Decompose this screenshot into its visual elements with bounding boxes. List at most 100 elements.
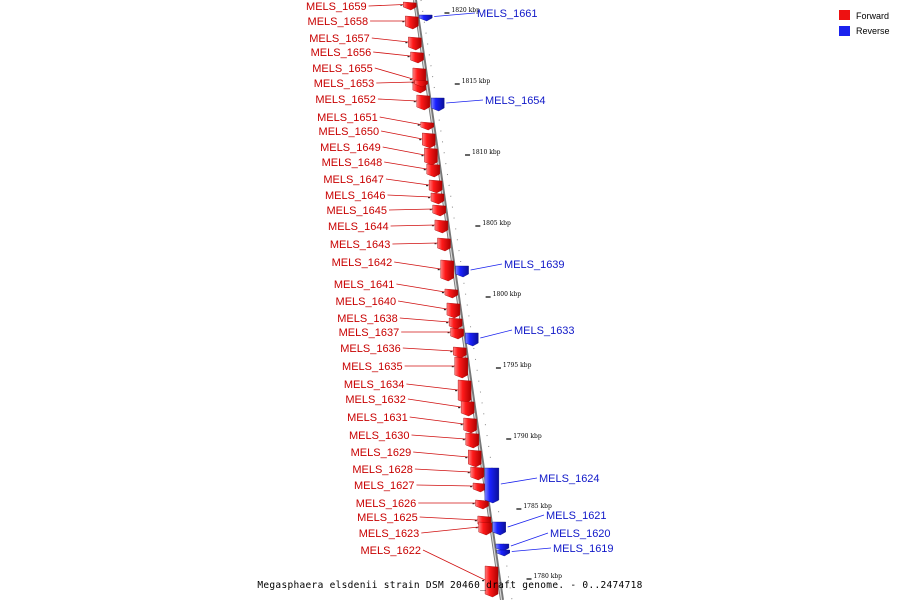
forward-gene-leader — [379, 116, 421, 125]
reverse-gene-block[interactable] — [465, 332, 479, 347]
forward-gene-block[interactable] — [453, 346, 467, 359]
forward-gene-label[interactable]: MELS_1659 — [306, 1, 367, 13]
forward-gene-block[interactable] — [460, 400, 475, 417]
reverse-gene-block[interactable] — [455, 265, 469, 278]
forward-gene-block[interactable] — [432, 204, 446, 217]
forward-gene-label[interactable]: MELS_1642 — [332, 257, 393, 269]
reverse-gene-block[interactable] — [496, 549, 510, 557]
forward-gene-label[interactable]: MELS_1652 — [315, 94, 376, 106]
gene-start-marker — [458, 407, 461, 409]
legend-reverse-label: Reverse — [856, 26, 890, 36]
forward-gene-label[interactable]: MELS_1640 — [336, 296, 397, 308]
reverse-gene-label[interactable]: MELS_1661 — [477, 8, 538, 20]
forward-gene-block[interactable] — [437, 237, 451, 252]
forward-gene-label[interactable]: MELS_1644 — [328, 221, 389, 233]
forward-gene-label[interactable]: MELS_1657 — [309, 33, 370, 45]
reverse-gene-label[interactable]: MELS_1621 — [546, 510, 607, 522]
reverse-gene-label[interactable]: MELS_1620 — [550, 528, 611, 540]
forward-gene-block[interactable] — [465, 432, 479, 449]
forward-gene-label[interactable]: MELS_1656 — [311, 47, 372, 59]
forward-gene-block[interactable] — [463, 417, 477, 434]
forward-gene-block[interactable] — [478, 521, 492, 536]
reverse-gene-label[interactable]: MELS_1639 — [504, 259, 565, 271]
forward-gene-label[interactable]: MELS_1651 — [317, 112, 378, 124]
forward-gene-block[interactable] — [468, 449, 482, 468]
forward-gene-block[interactable] — [475, 499, 489, 510]
forward-gene-block[interactable] — [448, 317, 463, 330]
reverse-gene-block[interactable] — [484, 467, 500, 504]
forward-gene-block[interactable] — [416, 94, 430, 111]
forward-gene-label[interactable]: MELS_1626 — [356, 498, 417, 510]
forward-gene-label[interactable]: MELS_1643 — [330, 239, 391, 251]
forward-gene-block[interactable] — [484, 565, 499, 598]
forward-gene-block[interactable] — [422, 132, 436, 149]
reverse-gene-label[interactable]: MELS_1619 — [553, 543, 614, 555]
tick-label: 1820 kbp — [451, 7, 480, 14]
forward-gene-label[interactable]: MELS_1630 — [349, 430, 410, 442]
forward-gene-leader — [414, 468, 471, 473]
forward-gene-label[interactable]: MELS_1627 — [354, 480, 415, 492]
forward-gene-label[interactable]: MELS_1650 — [319, 126, 380, 138]
reverse-gene-block[interactable] — [418, 14, 433, 22]
gene-start-marker — [400, 4, 403, 6]
forward-gene-label[interactable]: MELS_1645 — [326, 205, 387, 217]
forward-gene-label[interactable]: MELS_1625 — [357, 512, 418, 524]
gene-start-marker — [429, 209, 432, 211]
forward-gene-leader — [419, 516, 478, 521]
reverse-gene-leader — [511, 547, 552, 552]
forward-gene-label[interactable]: MELS_1649 — [320, 142, 381, 154]
forward-gene-label[interactable]: MELS_1641 — [334, 279, 395, 291]
forward-gene-label[interactable]: MELS_1637 — [339, 327, 400, 339]
forward-gene-label[interactable]: MELS_1628 — [352, 464, 413, 476]
reverse-gene-leader — [507, 514, 545, 528]
forward-gene-label[interactable]: MELS_1623 — [359, 528, 420, 540]
reverse-gene-label[interactable]: MELS_1654 — [485, 95, 546, 107]
tick-label: 1815 kbp — [462, 78, 491, 85]
forward-gene-block[interactable] — [405, 15, 419, 30]
forward-gene-label[interactable]: MELS_1634 — [344, 379, 405, 391]
forward-gene-block[interactable] — [450, 327, 464, 340]
forward-gene-block[interactable] — [428, 179, 443, 194]
forward-gene-block[interactable] — [403, 1, 417, 11]
forward-gene-label[interactable]: MELS_1646 — [325, 190, 386, 202]
forward-gene-label[interactable]: MELS_1629 — [351, 447, 412, 459]
gene-start-marker — [460, 424, 463, 426]
gene-start-marker — [402, 21, 405, 23]
forward-gene-block[interactable] — [430, 192, 445, 205]
forward-gene-label[interactable]: MELS_1653 — [314, 78, 375, 90]
forward-gene-block[interactable] — [434, 219, 449, 234]
forward-gene-block[interactable] — [414, 79, 428, 88]
forward-gene-block[interactable] — [420, 121, 434, 131]
reverse-gene-leader — [510, 532, 549, 547]
forward-gene-leader — [398, 300, 447, 310]
forward-gene-label[interactable]: MELS_1647 — [323, 174, 384, 186]
forward-gene-block[interactable] — [446, 302, 461, 319]
forward-gene-block[interactable] — [426, 163, 440, 178]
forward-gene-block[interactable] — [408, 36, 422, 51]
forward-gene-leader — [416, 484, 474, 487]
reverse-gene-block[interactable] — [431, 97, 445, 112]
reverse-gene-block[interactable] — [492, 521, 506, 536]
forward-gene-label[interactable]: MELS_1631 — [347, 412, 408, 424]
forward-gene-block[interactable] — [410, 51, 424, 64]
reverse-gene-block[interactable] — [495, 543, 510, 552]
forward-gene-block[interactable] — [424, 147, 438, 166]
forward-gene-label[interactable]: MELS_1638 — [337, 313, 398, 325]
forward-gene-label[interactable]: MELS_1648 — [322, 157, 383, 169]
forward-gene-label[interactable]: MELS_1655 — [312, 63, 373, 75]
forward-gene-block[interactable] — [440, 259, 454, 282]
forward-gene-block[interactable] — [444, 288, 459, 299]
forward-gene-label[interactable]: MELS_1635 — [342, 361, 403, 373]
reverse-gene-label[interactable]: MELS_1633 — [514, 325, 575, 337]
forward-gene-block[interactable] — [470, 466, 484, 481]
forward-gene-block[interactable] — [472, 482, 487, 493]
forward-gene-label[interactable]: MELS_1658 — [308, 16, 369, 28]
forward-gene-label[interactable]: MELS_1622 — [360, 545, 421, 557]
forward-gene-label[interactable]: MELS_1636 — [340, 343, 401, 355]
forward-gene-label[interactable]: MELS_1632 — [345, 394, 406, 406]
forward-gene-block[interactable] — [457, 379, 472, 404]
gene-start-marker — [455, 390, 458, 392]
reverse-gene-label[interactable]: MELS_1624 — [539, 473, 600, 485]
forward-gene-block[interactable] — [454, 356, 468, 379]
gene-start-marker — [434, 243, 437, 245]
